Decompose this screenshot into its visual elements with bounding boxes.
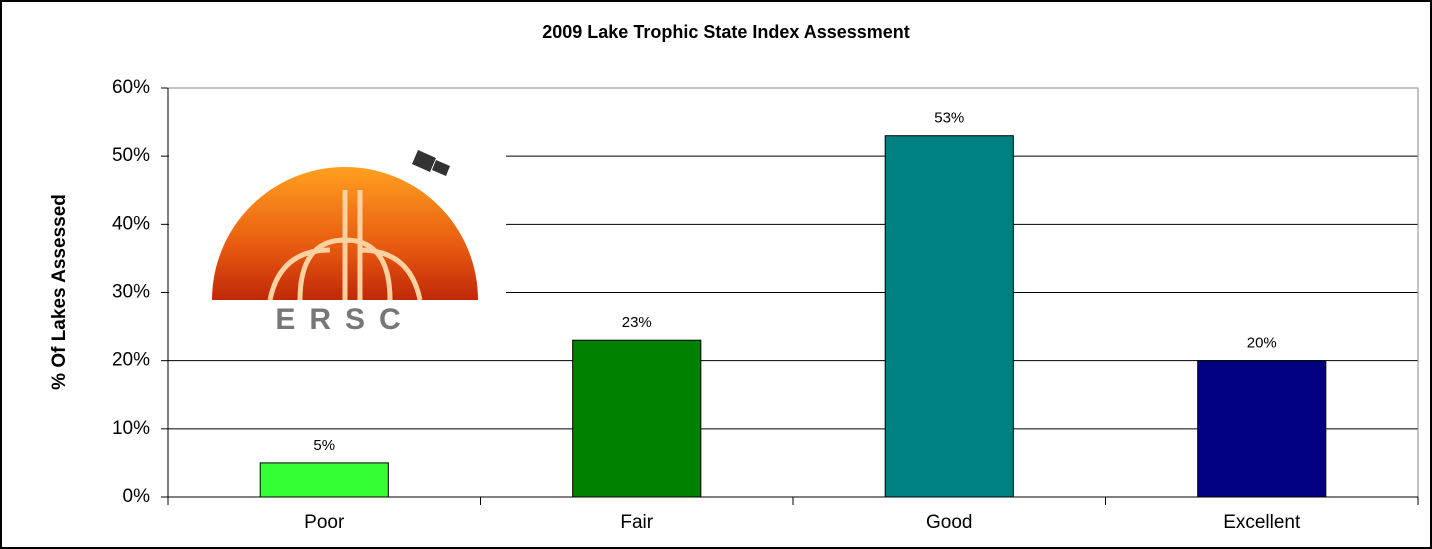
y-tick-label: 40% [112, 213, 150, 234]
bar [884, 135, 1014, 498]
y-tick-label: 10% [112, 418, 150, 439]
x-tick-label: Poor [304, 512, 345, 533]
y-tick-label: 20% [112, 350, 150, 371]
logo-fountain [267, 190, 423, 301]
bar [1197, 360, 1327, 498]
bar [572, 339, 702, 498]
logo-satellite [412, 150, 450, 176]
y-tick-label: 30% [112, 282, 150, 303]
y-tick-label: 60% [112, 77, 150, 98]
logo-text: ERSC [275, 303, 414, 336]
value-label: 5% [313, 437, 335, 454]
x-tick-label: Excellent [1223, 512, 1301, 533]
chart-title: 2009 Lake Trophic State Index Assessment [542, 22, 910, 42]
value-label: 53% [934, 110, 964, 127]
y-axis-label: % Of Lakes Assessed [49, 194, 70, 390]
x-tick-label: Fair [620, 512, 653, 533]
x-tick-label: Good [926, 512, 972, 533]
value-label: 23% [622, 314, 652, 331]
y-tick-label: 50% [112, 145, 150, 166]
value-label: 20% [1247, 335, 1277, 352]
bar [259, 462, 389, 498]
y-tick-label: 0% [123, 486, 151, 507]
